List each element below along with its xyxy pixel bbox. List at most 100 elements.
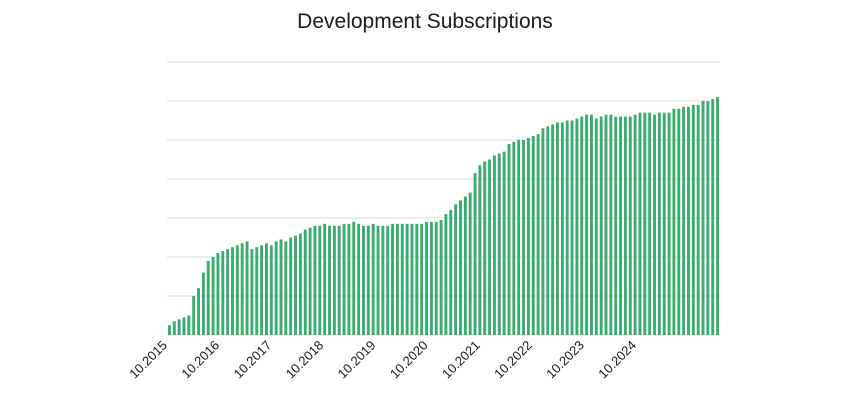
bar — [386, 225, 390, 335]
bar — [240, 243, 244, 335]
bar — [264, 243, 268, 335]
bar — [662, 112, 666, 335]
bar — [522, 140, 525, 335]
bar — [560, 122, 564, 335]
bar — [512, 141, 516, 335]
bar — [298, 233, 302, 335]
bar — [449, 210, 453, 335]
bar — [245, 241, 249, 335]
bar — [502, 151, 506, 335]
bar — [570, 120, 574, 335]
bar — [488, 159, 492, 335]
bar — [541, 128, 545, 335]
bar — [177, 319, 181, 335]
bar — [274, 241, 278, 335]
bar — [434, 221, 438, 335]
bar — [682, 106, 686, 335]
bar — [250, 249, 254, 335]
bar — [691, 104, 695, 336]
bar — [197, 288, 200, 335]
bar — [231, 247, 234, 335]
bar — [167, 325, 171, 335]
bar — [235, 245, 239, 335]
bar — [444, 214, 448, 335]
bar — [478, 165, 482, 335]
bar — [619, 116, 623, 335]
bar — [614, 116, 618, 335]
bar — [531, 136, 535, 335]
bar — [337, 225, 341, 335]
bar — [706, 101, 710, 335]
bar — [323, 223, 327, 335]
bar-series — [167, 97, 720, 336]
bar — [366, 225, 370, 335]
bar — [395, 223, 399, 335]
bar — [585, 114, 589, 336]
bar — [308, 227, 312, 335]
bar — [711, 99, 715, 335]
bar — [667, 112, 671, 335]
bar — [420, 223, 424, 335]
bar — [623, 116, 627, 335]
bar — [226, 249, 230, 335]
bar — [677, 108, 681, 335]
bar — [643, 112, 647, 335]
bar — [352, 221, 356, 335]
bar — [342, 223, 346, 335]
bar — [648, 112, 652, 335]
bar — [405, 223, 409, 335]
bar — [410, 223, 414, 335]
bar — [303, 229, 307, 335]
bar — [429, 221, 433, 335]
gridlines — [167, 61, 720, 336]
bar — [604, 114, 608, 336]
bar — [594, 118, 598, 335]
bar — [362, 225, 365, 335]
bar — [565, 120, 569, 335]
x-tick-label: 10.2016 — [178, 338, 222, 382]
bar — [289, 237, 293, 335]
bar — [294, 235, 297, 335]
bar — [546, 126, 550, 335]
bar — [216, 253, 220, 335]
bar — [459, 200, 462, 335]
x-tick-label: 10.2020 — [387, 338, 431, 382]
bar — [599, 116, 603, 335]
bar — [415, 223, 419, 335]
bar — [526, 138, 530, 335]
x-tick-label: 10.2021 — [439, 338, 483, 382]
x-tick-label: 10.2015 — [126, 338, 170, 382]
bar — [633, 114, 637, 336]
x-tick-label: 10.2018 — [283, 338, 327, 382]
bar — [575, 118, 579, 335]
bar — [492, 155, 496, 335]
bar — [172, 321, 176, 335]
bar — [536, 134, 540, 335]
bar — [687, 106, 690, 335]
bar — [255, 247, 259, 335]
bar — [517, 140, 521, 335]
bar — [590, 114, 593, 336]
x-tick-label: 10.2019 — [335, 338, 379, 382]
bar — [463, 196, 467, 335]
bar — [638, 112, 642, 335]
bar — [439, 219, 443, 335]
bar — [206, 260, 210, 335]
bar — [657, 112, 661, 335]
bar — [201, 272, 205, 335]
bar — [454, 204, 458, 335]
bar — [182, 317, 186, 335]
bar — [381, 225, 385, 335]
bar — [211, 257, 215, 335]
x-tick-label: 10.2024 — [595, 338, 639, 382]
bar — [497, 153, 501, 335]
bar — [347, 223, 351, 335]
x-tick-label: 10.2017 — [230, 338, 274, 382]
chart-title: Development Subscriptions — [297, 10, 553, 33]
bar — [716, 97, 720, 335]
bar — [628, 116, 632, 335]
bar — [580, 116, 584, 335]
bar — [269, 245, 273, 335]
bar — [376, 225, 380, 335]
